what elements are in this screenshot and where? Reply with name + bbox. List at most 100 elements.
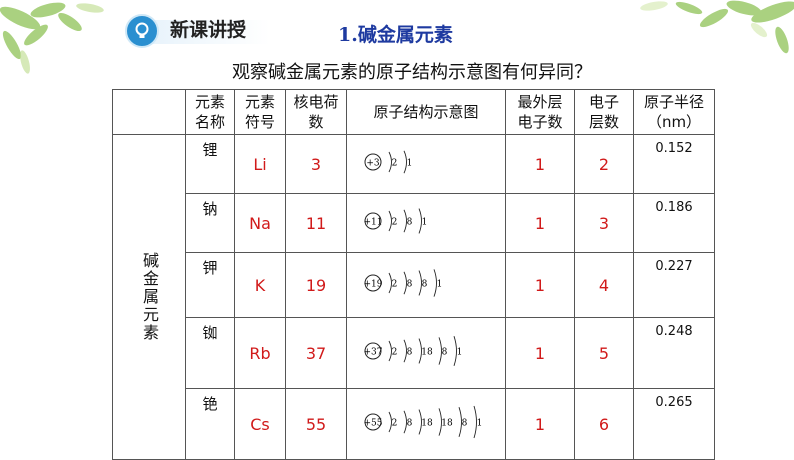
electron-layers: 4 <box>574 252 634 318</box>
electron-layers: 2 <box>574 134 634 194</box>
outer-electrons: 1 <box>505 388 575 460</box>
leaves-decoration-right <box>640 0 794 54</box>
electron-count: 8 <box>407 218 413 228</box>
nuclear-charge: 3 <box>285 134 347 194</box>
electron-shell-arc <box>388 340 392 362</box>
electron-count: 8 <box>407 280 413 290</box>
electron-count: 8 <box>462 419 468 429</box>
atom-diagram: +19 2 8 8 1 <box>364 269 443 297</box>
element-name: 钾 <box>185 252 235 318</box>
atomic-radius: 0.227 <box>633 252 715 318</box>
header-charge: 核电荷数 <box>285 89 347 135</box>
atom-diagram: +55 2 8 18 18 8 1 <box>364 405 483 439</box>
electron-count: 8 <box>442 348 448 358</box>
nucleus-charge: +19 <box>364 280 383 290</box>
header-radius: 原子半径 （nm） <box>633 89 715 135</box>
electron-count: 1 <box>422 218 428 228</box>
outer-electrons: 1 <box>505 193 575 253</box>
element-symbol: K <box>234 252 286 318</box>
header-blank <box>112 89 186 135</box>
atomic-radius: 0.152 <box>633 134 715 194</box>
electron-layers: 6 <box>574 388 634 460</box>
header-outer: 最外层 电子数 <box>505 89 575 135</box>
category-label: 碱金属元素 <box>112 134 186 460</box>
element-symbol: Cs <box>234 388 286 460</box>
header-cell: 原子结构示意图 <box>373 103 479 121</box>
outer-electrons: 1 <box>505 317 575 389</box>
electron-shell-arc <box>458 407 462 437</box>
element-name: 锂 <box>185 134 235 194</box>
atomic-radius: 0.248 <box>633 317 715 389</box>
electron-count: 1 <box>457 348 463 358</box>
electron-shell-arc <box>418 409 422 435</box>
electron-count: 2 <box>392 348 398 358</box>
electron-shell-arc <box>418 208 422 234</box>
electron-shell-arc <box>403 339 407 363</box>
question-text: 观察碱金属元素的原子结构示意图有何异同？ <box>232 62 592 83</box>
element-name: 铷 <box>185 317 235 389</box>
lightbulb-icon <box>125 14 159 48</box>
electron-shell-arc <box>388 210 392 232</box>
element-name: 铯 <box>185 388 235 460</box>
electron-shell-arc <box>418 338 422 364</box>
electron-count: 18 <box>441 419 453 429</box>
electron-count: 1 <box>477 419 483 429</box>
electron-layers: 5 <box>574 317 634 389</box>
table-row: 铷 Rb 37 +37 2 8 18 8 1 1 5 0.248 <box>113 317 715 389</box>
electron-shell-arc <box>453 336 457 366</box>
outer-electrons: 1 <box>505 134 575 194</box>
atomic-radius: 0.186 <box>633 193 715 253</box>
electron-count: 18 <box>421 419 433 429</box>
nucleus-charge: +37 <box>364 348 383 358</box>
header-title: 新课讲授 <box>170 19 247 41</box>
electron-layers: 3 <box>574 193 634 253</box>
electron-count: 8 <box>407 419 413 429</box>
header-name: 元素 名称 <box>185 89 235 135</box>
nuclear-charge: 55 <box>285 388 347 460</box>
electron-shell-arc <box>433 269 437 297</box>
header-cell: 原子半径 （nm） <box>643 93 704 131</box>
electron-shell-arc <box>418 270 422 296</box>
section-title: 1.碱金属元素 <box>338 24 453 46</box>
outer-electrons: 1 <box>505 252 575 318</box>
atom-diagram: +11 2 8 1 <box>364 208 428 234</box>
electron-count: 2 <box>392 280 398 290</box>
electron-shell-arc <box>388 272 392 294</box>
nucleus-circle <box>364 274 382 292</box>
electron-count: 1 <box>437 280 443 290</box>
atomic-structure-diagram: +11 2 8 1 <box>346 193 506 253</box>
nuclear-charge: 11 <box>285 193 347 253</box>
element-symbol: Rb <box>234 317 286 389</box>
atom-diagram: +3 2 1 <box>364 150 413 174</box>
header-layers: 电子 层数 <box>574 89 634 135</box>
electron-count: 1 <box>407 159 413 169</box>
electron-count: 8 <box>422 280 428 290</box>
electron-count: 2 <box>392 419 398 429</box>
electron-shell-arc <box>438 408 442 436</box>
atom-diagram: +37 2 8 18 8 1 <box>364 336 463 366</box>
table-row: 钾 K 19 +19 2 8 8 1 1 4 0.227 <box>113 252 715 318</box>
table-row: 碱金属元素锂 Li 3 +3 2 1 1 2 0.152 <box>112 134 715 460</box>
electron-count: 8 <box>407 348 413 358</box>
table-row: 铯 Cs 55 +55 2 8 18 18 8 1 1 6 0.265 <box>113 388 715 460</box>
electron-count: 2 <box>392 159 398 169</box>
header-cell: 电子 层数 <box>588 93 619 131</box>
table-header-row: 元素 名称 元素 符号 核电荷数 原子结构示意图 最外层 电子数 电子 层数 原子半径（… <box>112 89 715 135</box>
nuclear-charge: 19 <box>285 252 347 318</box>
header-cell: 元素 名称 <box>194 93 225 131</box>
element-symbol: Li <box>234 134 286 194</box>
alkali-metals-table: 元素 名称 元素 符号 核电荷数 原子结构示意图 最外层 电子数 电子 层数 原子半径（… <box>112 89 715 460</box>
atomic-structure-diagram: +37 2 8 18 8 1 <box>346 317 506 389</box>
electron-count: 2 <box>392 218 398 228</box>
leaves-decoration-left <box>0 2 104 74</box>
nucleus-circle <box>364 342 382 360</box>
electron-shell-arc <box>403 150 407 174</box>
electron-shell-arc <box>473 405 477 439</box>
nucleus-circle <box>364 212 382 230</box>
header-symbol: 元素 符号 <box>234 89 286 135</box>
header-cell: 最外层 电子数 <box>517 93 563 131</box>
element-symbol: Na <box>234 193 286 253</box>
electron-count: 18 <box>421 348 433 358</box>
nucleus-charge: +3 <box>366 159 380 169</box>
electron-shell-arc <box>388 151 392 173</box>
